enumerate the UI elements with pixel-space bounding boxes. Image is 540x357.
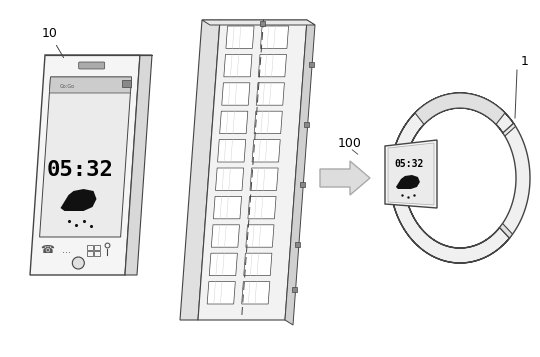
Bar xyxy=(292,287,297,292)
Polygon shape xyxy=(49,77,132,93)
Bar xyxy=(87,251,93,256)
Bar xyxy=(309,62,314,67)
Polygon shape xyxy=(213,196,241,219)
Polygon shape xyxy=(500,223,512,238)
Polygon shape xyxy=(215,168,244,190)
Text: ☎: ☎ xyxy=(40,245,53,255)
Text: Go:Go: Go:Go xyxy=(60,84,75,89)
Polygon shape xyxy=(285,20,315,325)
Bar xyxy=(94,245,100,250)
Bar xyxy=(305,122,309,127)
Polygon shape xyxy=(252,140,280,162)
Bar xyxy=(300,182,305,187)
Polygon shape xyxy=(39,77,132,237)
Polygon shape xyxy=(256,83,285,105)
Polygon shape xyxy=(211,225,239,247)
Polygon shape xyxy=(242,282,270,304)
Polygon shape xyxy=(250,168,278,190)
Polygon shape xyxy=(248,196,276,219)
Polygon shape xyxy=(60,189,97,211)
Polygon shape xyxy=(385,140,437,208)
Polygon shape xyxy=(224,54,252,77)
Polygon shape xyxy=(258,54,287,77)
Polygon shape xyxy=(30,55,140,275)
Polygon shape xyxy=(503,124,516,136)
Polygon shape xyxy=(218,140,246,162)
Polygon shape xyxy=(254,111,282,134)
Bar xyxy=(94,251,100,256)
Polygon shape xyxy=(226,26,254,49)
Polygon shape xyxy=(388,143,434,205)
Bar xyxy=(260,21,265,26)
Polygon shape xyxy=(180,20,220,320)
Polygon shape xyxy=(244,253,272,276)
Circle shape xyxy=(72,257,84,269)
Bar xyxy=(122,80,131,87)
Text: 05:32: 05:32 xyxy=(394,159,423,169)
Polygon shape xyxy=(415,93,505,124)
Polygon shape xyxy=(390,93,530,263)
Text: 10: 10 xyxy=(42,27,58,40)
Polygon shape xyxy=(246,225,274,247)
FancyBboxPatch shape xyxy=(79,62,105,69)
Text: ...: ... xyxy=(62,245,71,255)
Text: 05:32: 05:32 xyxy=(47,160,114,180)
Polygon shape xyxy=(198,20,307,320)
Polygon shape xyxy=(320,161,370,195)
Polygon shape xyxy=(125,55,152,275)
Polygon shape xyxy=(222,83,250,105)
Polygon shape xyxy=(396,175,420,189)
Polygon shape xyxy=(207,282,235,304)
Bar xyxy=(87,245,93,250)
Polygon shape xyxy=(260,26,288,49)
Polygon shape xyxy=(210,253,238,276)
Text: 1: 1 xyxy=(521,55,529,68)
Bar xyxy=(295,242,300,247)
Polygon shape xyxy=(202,20,315,25)
Text: 100: 100 xyxy=(338,136,362,150)
Polygon shape xyxy=(220,111,248,134)
